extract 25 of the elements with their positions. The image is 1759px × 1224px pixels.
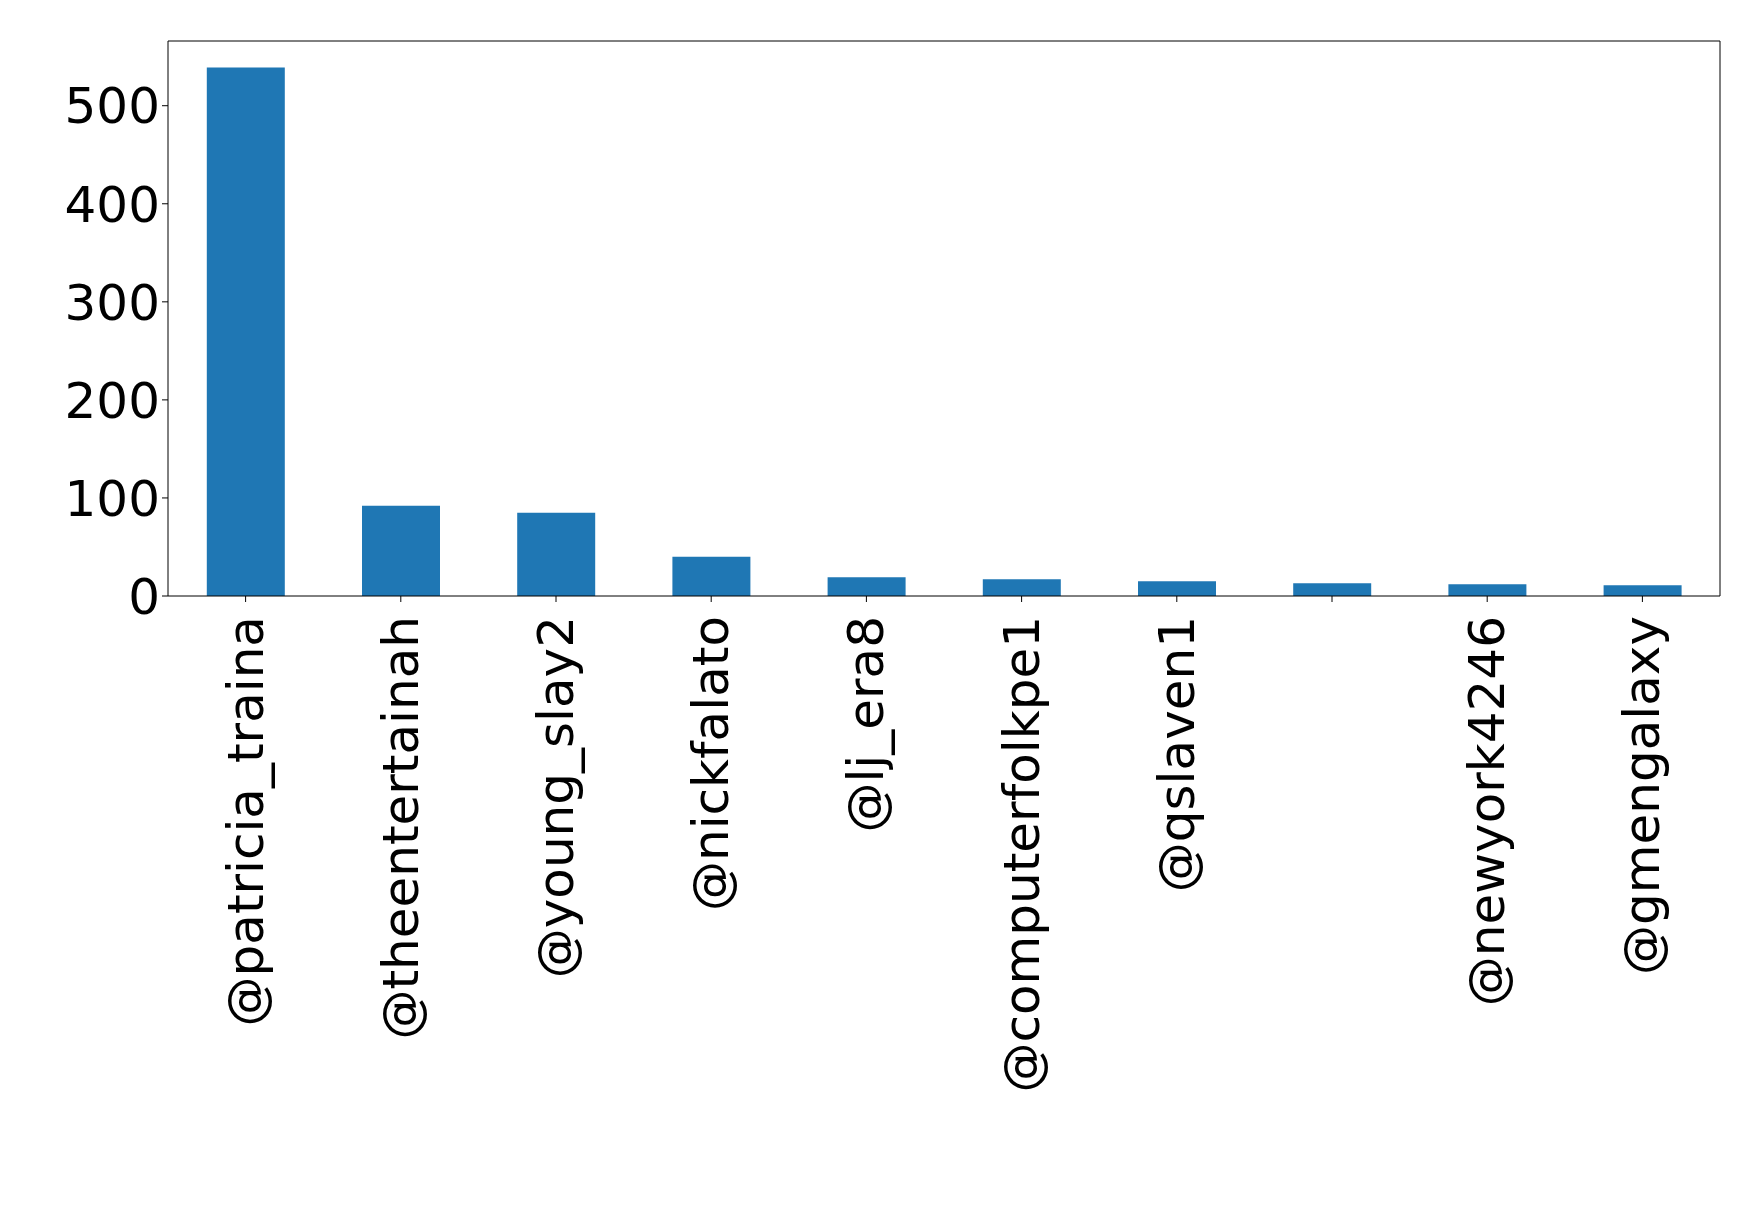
- x-tick-label: @gmengalaxy: [1613, 616, 1672, 975]
- y-tick-label: 400: [64, 175, 160, 234]
- bar: [517, 512, 596, 596]
- y-tick-label: 500: [64, 77, 160, 136]
- x-tick-label: @nickfalato: [682, 616, 741, 911]
- bar: [362, 505, 440, 596]
- x-tick-label: @computerfolkpe1: [992, 616, 1051, 1093]
- bar: [982, 579, 1061, 596]
- bar: [1448, 584, 1527, 596]
- y-tick-label: 100: [64, 469, 160, 528]
- y-tick-label: 200: [64, 371, 160, 430]
- x-tick-label: @newyork4246: [1458, 616, 1517, 1007]
- x-tick-label: @young_slay2: [527, 616, 585, 979]
- bar: [1293, 583, 1372, 596]
- x-tick-label: @qslaven1: [1147, 616, 1206, 893]
- x-tick-label: @lj_era8: [837, 616, 896, 833]
- bar: [672, 556, 751, 596]
- y-tick-label: 0: [128, 567, 160, 626]
- bar: [206, 67, 285, 596]
- x-tick-label: @theentertainah: [371, 616, 430, 1040]
- bar: [1138, 581, 1216, 596]
- bar: [1603, 585, 1682, 596]
- y-tick-label: 300: [64, 273, 160, 332]
- x-tick-label: @patricia_traina: [216, 616, 275, 1027]
- bar: [827, 577, 906, 596]
